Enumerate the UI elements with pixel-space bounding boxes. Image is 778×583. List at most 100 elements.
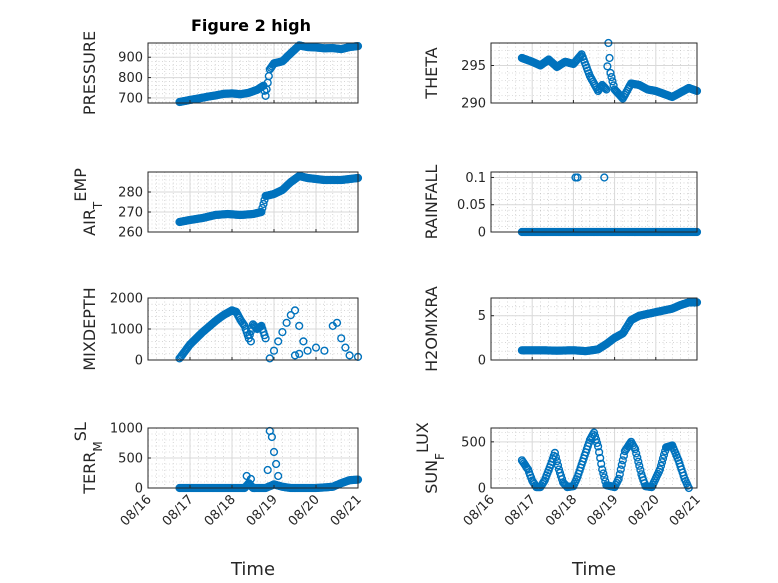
y-axis-label: H2OMIXRA bbox=[422, 286, 441, 372]
data-point bbox=[616, 465, 625, 474]
y-tick-label: 1000 bbox=[110, 323, 143, 338]
data-point bbox=[551, 453, 561, 462]
data-point bbox=[598, 465, 607, 474]
data-point bbox=[272, 459, 281, 469]
y-tick-label: 0 bbox=[135, 354, 143, 369]
data-point bbox=[594, 448, 604, 457]
data-point bbox=[659, 450, 669, 459]
data-point bbox=[267, 432, 277, 442]
y-tick-label: 0.1 bbox=[465, 171, 486, 186]
data-point bbox=[552, 457, 562, 466]
x-tick-label: 08/19 bbox=[584, 492, 621, 529]
data-point bbox=[618, 456, 627, 465]
y-tick-label: 1000 bbox=[110, 422, 143, 437]
y-tick-label: 0 bbox=[135, 482, 143, 497]
data-point bbox=[274, 337, 283, 346]
data-point bbox=[337, 334, 346, 343]
data-point bbox=[609, 81, 618, 90]
subplot-theta: 290 295 THETA bbox=[422, 38, 702, 112]
data-point bbox=[246, 474, 256, 484]
data-point bbox=[600, 173, 609, 182]
y-tick-label: 800 bbox=[118, 71, 143, 86]
y-tick-label: 280 bbox=[118, 186, 143, 201]
x-tick-label: 08/16 bbox=[461, 492, 498, 529]
data-point bbox=[655, 465, 665, 474]
data-point bbox=[606, 68, 615, 78]
data-point bbox=[260, 86, 269, 95]
data-point bbox=[539, 478, 548, 487]
x-axis-label: Time bbox=[571, 559, 616, 580]
data-point bbox=[603, 62, 612, 71]
data-point bbox=[290, 351, 300, 360]
data-point bbox=[600, 83, 609, 92]
data-point bbox=[592, 438, 602, 448]
axes-frame bbox=[490, 42, 698, 104]
x-tick-label: 08/17 bbox=[502, 492, 539, 529]
y-tick-label: 5 bbox=[478, 309, 486, 324]
data-point bbox=[246, 337, 256, 346]
data-point bbox=[274, 471, 283, 481]
data-point bbox=[261, 334, 270, 343]
subplot-h2omixra: 0 5 H2OMIXRA bbox=[422, 286, 702, 372]
y-tick-label: 500 bbox=[118, 452, 143, 467]
subplot-mixdepth: 0 1000 2000 MIXDEPTH bbox=[80, 287, 363, 371]
data-point bbox=[602, 85, 611, 94]
data-point bbox=[345, 351, 354, 360]
data-point bbox=[656, 461, 666, 470]
figure-title: Figure 2 high bbox=[191, 16, 311, 35]
subplot-pressure: 700 800 900 PRESSURE bbox=[80, 31, 363, 115]
y-tick-label: 295 bbox=[461, 59, 486, 74]
data-point bbox=[593, 442, 603, 451]
y-axis-label: AIRTEMP bbox=[71, 168, 106, 236]
data-point bbox=[522, 463, 532, 473]
data-point bbox=[259, 199, 268, 209]
data-point bbox=[263, 465, 272, 475]
y-tick-label: 0.05 bbox=[457, 198, 486, 213]
data-point bbox=[303, 346, 312, 355]
subplot-terr-msl: 0 500 1000 08/16 08/17 08/18 08/19 08/20 08/21 Ti… bbox=[71, 422, 365, 581]
x-tick-label: 08/19 bbox=[244, 492, 281, 529]
data-point bbox=[295, 349, 304, 358]
data-point bbox=[596, 453, 605, 463]
data-point bbox=[614, 474, 623, 483]
x-tick-label: 08/20 bbox=[626, 492, 663, 529]
x-tick-label: 08/18 bbox=[202, 492, 239, 529]
subplot-rainfall: 0 0.05 0.1 RAINFALL bbox=[422, 165, 702, 241]
data-point bbox=[295, 321, 304, 331]
data-point bbox=[278, 328, 287, 337]
y-tick-label: 260 bbox=[118, 226, 143, 241]
data-point bbox=[636, 465, 645, 475]
y-tick-label: 900 bbox=[118, 51, 143, 66]
data-point bbox=[311, 343, 321, 352]
y-axis-label: MIXDEPTH bbox=[80, 287, 99, 370]
y-tick-label: 0 bbox=[478, 482, 486, 497]
data-point bbox=[632, 449, 641, 458]
y-tick-label: 290 bbox=[461, 97, 486, 112]
y-tick-label: 500 bbox=[461, 435, 486, 450]
x-tick-label: 08/18 bbox=[543, 492, 580, 529]
y-tick-label: 700 bbox=[118, 91, 143, 106]
data-point bbox=[617, 460, 626, 470]
y-axis-label: RAINFALL bbox=[422, 165, 441, 240]
data-point bbox=[282, 318, 291, 327]
axes-frame bbox=[490, 171, 698, 233]
y-tick-label: 270 bbox=[118, 206, 143, 221]
data-point bbox=[600, 473, 609, 482]
axes-frame bbox=[490, 427, 698, 489]
data-point bbox=[573, 173, 582, 182]
data-point bbox=[320, 346, 329, 355]
data-point bbox=[597, 459, 606, 468]
y-axis-label: THETA bbox=[422, 47, 441, 99]
axes-frame bbox=[147, 42, 359, 104]
x-tick-label: 08/20 bbox=[286, 492, 323, 529]
axes-background bbox=[490, 171, 698, 233]
y-axis-label: SUNFLUX bbox=[413, 422, 448, 494]
data-point bbox=[634, 457, 643, 466]
x-tick-label: 08/21 bbox=[667, 492, 704, 529]
data-point bbox=[269, 447, 279, 457]
data-point bbox=[591, 435, 601, 444]
data-point bbox=[341, 343, 350, 352]
axes-frame bbox=[490, 297, 698, 361]
data-point bbox=[290, 306, 300, 315]
y-axis-label: TERRMSL bbox=[71, 422, 106, 495]
